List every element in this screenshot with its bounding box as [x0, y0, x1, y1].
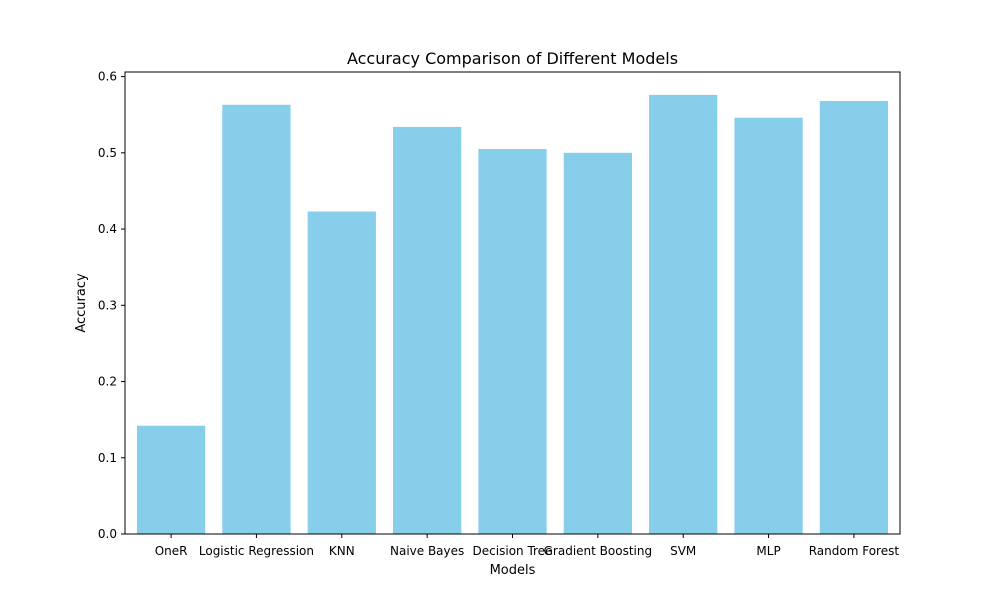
x-tick-label: OneR: [155, 544, 188, 558]
x-tick-label: Random Forest: [809, 544, 900, 558]
x-axis-ticks: OneR Logistic Regression KNN Naive Bayes Dec…: [155, 534, 900, 558]
chart-title: Accuracy Comparison of Different Models: [347, 49, 678, 68]
bar-oner: [136, 425, 206, 534]
y-axis-label: Accuracy: [74, 273, 89, 333]
x-tick-label: Gradient Boosting: [544, 544, 652, 558]
y-tick-label: 0.5: [98, 146, 117, 160]
bars-group: [136, 94, 889, 535]
bar-gradient-boosting: [563, 152, 632, 534]
x-tick-label: KNN: [329, 544, 355, 558]
plot-frame: [124, 71, 901, 535]
y-tick-label: 0.3: [98, 298, 117, 312]
bar-knn: [307, 211, 376, 535]
x-tick-label: MLP: [756, 544, 780, 558]
bar-mlp: [734, 117, 803, 534]
bar-random-forest: [819, 100, 889, 534]
x-tick-label: SVM: [670, 544, 696, 558]
bar-naive-bayes: [393, 126, 462, 535]
y-tick-label: 0.6: [98, 70, 117, 84]
bar-svm: [649, 94, 718, 535]
y-tick-label: 0.2: [98, 375, 117, 389]
y-axis-ticks: 0.0 0.1 0.2 0.3 0.4 0.5 0.6: [98, 70, 125, 541]
y-tick-label: 0.4: [98, 222, 117, 236]
x-tick-label: Logistic Regression: [199, 544, 314, 558]
bar-decision-tree: [478, 149, 547, 534]
y-tick-label: 0.1: [98, 451, 117, 465]
bar-logistic-regression: [222, 104, 291, 535]
x-tick-label: Naive Bayes: [390, 544, 464, 558]
y-tick-label: 0.0: [98, 527, 117, 541]
x-tick-label: Decision Tree: [473, 544, 553, 558]
x-axis-label: Models: [490, 563, 536, 578]
